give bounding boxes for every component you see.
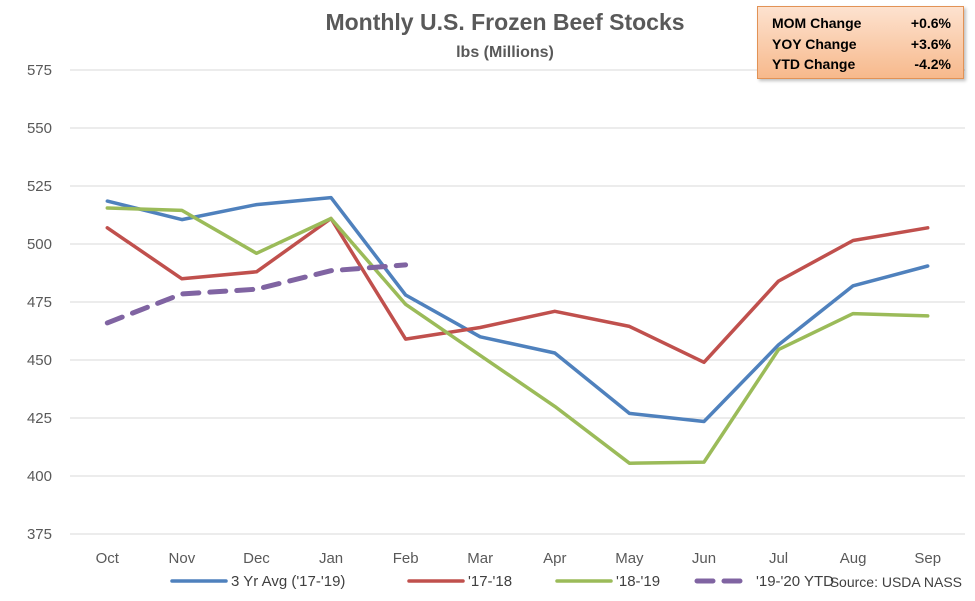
- chart-title: Monthly U.S. Frozen Beef Stocks: [325, 9, 684, 35]
- stat-value: -4.2%: [914, 56, 951, 72]
- x-tick-label: Oct: [96, 550, 120, 567]
- series-lines: [104, 195, 930, 465]
- y-tick-label: 425: [27, 410, 52, 427]
- x-tick-label: Jul: [769, 550, 788, 567]
- x-tick-label: Jan: [319, 550, 343, 567]
- x-axis: Oct Nov Dec Jan Feb Mar Apr May Jun Jul Aug Sep: [96, 550, 941, 567]
- y-tick-label: 500: [27, 236, 52, 253]
- series-line: [105, 195, 930, 424]
- stat-row-mom: MOM Change +0.6%: [772, 13, 951, 34]
- legend-label: 3 Yr Avg ('17-'19): [231, 573, 345, 590]
- series-line: [104, 262, 409, 326]
- x-tick-label: Nov: [169, 550, 196, 567]
- y-tick-label: 400: [27, 468, 52, 485]
- y-tick-label: 525: [27, 178, 52, 195]
- legend: 3 Yr Avg ('17-'19) '17-'18 '18-'19 '19-'20 …: [170, 573, 834, 590]
- legend-label: '17-'18: [468, 573, 512, 590]
- source-note: Source: USDA NASS: [830, 574, 962, 590]
- series-line: [105, 206, 930, 465]
- x-tick-label: Jun: [692, 550, 716, 567]
- y-tick-label: 550: [27, 120, 52, 137]
- change-summary-box: MOM Change +0.6% YOY Change +3.6% YTD Ch…: [757, 6, 964, 79]
- stat-label: YOY Change: [772, 35, 857, 52]
- y-tick-label: 375: [27, 526, 52, 543]
- stat-row-yoy: YOY Change +3.6%: [772, 34, 951, 55]
- y-tick-label: 475: [27, 294, 52, 311]
- x-tick-label: Feb: [393, 550, 419, 567]
- x-tick-label: Dec: [243, 550, 270, 567]
- stat-value: +0.6%: [910, 15, 951, 31]
- grid: [70, 69, 965, 535]
- x-tick-label: Sep: [914, 550, 941, 567]
- series-line: [105, 216, 930, 365]
- stat-label: MOM Change: [772, 15, 862, 31]
- y-axis: 575 550 525 500 475 450 425 400 375: [27, 62, 52, 543]
- y-tick-label: 575: [27, 62, 52, 79]
- x-tick-label: Mar: [467, 550, 493, 567]
- y-tick-label: 450: [27, 352, 52, 369]
- stat-row-ytd: YTD Change -4.2%: [772, 54, 951, 75]
- legend-label: '18-'19: [616, 573, 660, 590]
- x-tick-label: May: [615, 550, 644, 567]
- stat-label: YTD Change: [772, 56, 856, 72]
- legend-label: '19-'20 YTD: [756, 573, 834, 590]
- stat-value: +3.6%: [910, 35, 951, 52]
- x-tick-label: Apr: [543, 550, 566, 567]
- chart-subtitle: lbs (Millions): [456, 44, 554, 61]
- x-tick-label: Aug: [840, 550, 867, 567]
